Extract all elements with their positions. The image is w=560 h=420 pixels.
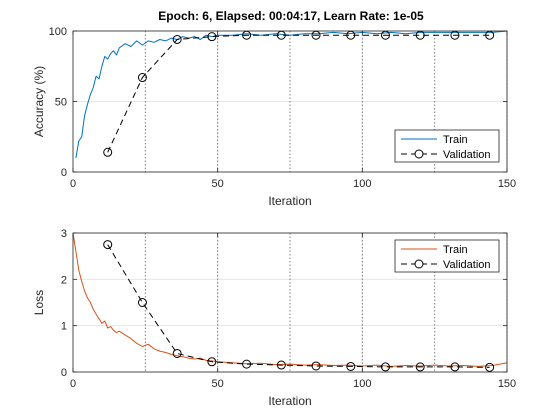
series-line-validation — [107, 34, 490, 153]
validation-point — [485, 362, 495, 372]
loss-plot: 0 50 100 150 0 1 2 3 Iteration Loss Train Validatio… — [32, 228, 516, 408]
y-axis-label: Accuracy (%) — [32, 66, 46, 137]
y-tick-label: 3 — [61, 228, 67, 240]
legend-label-validation: Validation — [443, 259, 491, 271]
y-tick-label: 2 — [61, 274, 67, 286]
validation-point — [103, 240, 113, 250]
x-axis-label: Iteration — [268, 194, 311, 208]
validation-point — [380, 362, 390, 372]
series-line-validation — [107, 244, 490, 368]
y-tick-label: 0 — [61, 167, 67, 179]
validation-point — [103, 147, 113, 157]
x-tick-label: 0 — [70, 178, 76, 190]
validation-point — [172, 348, 182, 358]
validation-point — [172, 34, 182, 44]
validation-point — [311, 361, 321, 371]
y-tick-label: 1 — [61, 321, 67, 333]
validation-point — [137, 298, 147, 307]
legend-box — [394, 129, 500, 163]
chart-title: Epoch: 6, Elapsed: 00:04:17, Learn Rate:… — [158, 9, 424, 23]
y-tick-label: 0 — [61, 367, 67, 379]
legend: Train Validation — [394, 129, 500, 163]
validation-point — [207, 32, 217, 42]
axes-box — [72, 232, 508, 373]
legend-marker — [414, 149, 424, 159]
legend-box — [394, 239, 500, 273]
legend-marker — [414, 259, 424, 269]
validation-point — [207, 357, 217, 367]
validation-point — [137, 73, 147, 83]
validation-point — [276, 360, 286, 370]
validation-point — [346, 361, 356, 371]
x-tick-label: 100 — [353, 178, 371, 190]
y-tick-label: 100 — [49, 26, 67, 38]
legend-label-validation: Validation — [443, 149, 491, 161]
x-tick-label: 150 — [498, 378, 516, 390]
x-axis-label: Iteration — [268, 394, 311, 408]
x-tick-label: 100 — [353, 378, 371, 390]
x-tick-label: 50 — [212, 178, 224, 190]
y-axis-label: Loss — [32, 290, 46, 315]
validation-point — [450, 362, 460, 372]
legend-label-train: Train — [443, 244, 468, 256]
legend-label-train: Train — [443, 134, 468, 146]
x-tick-label: 50 — [212, 378, 224, 390]
legend: Train Validation — [394, 239, 500, 273]
validation-point — [242, 359, 252, 369]
validation-point — [415, 362, 425, 372]
accuracy-plot: 0 50 100 150 0 50 100 Iteration Accuracy (%) Trai… — [32, 26, 516, 208]
y-tick-label: 50 — [55, 97, 67, 109]
x-tick-label: 150 — [498, 178, 516, 190]
x-tick-label: 0 — [70, 378, 76, 390]
